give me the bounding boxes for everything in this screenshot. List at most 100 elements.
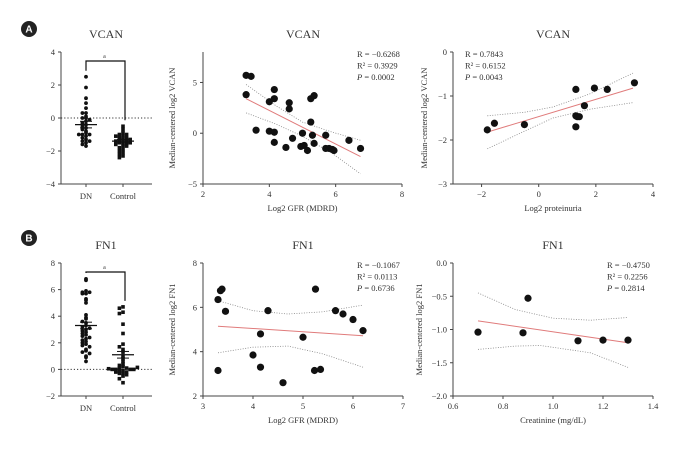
data-point: [308, 131, 317, 139]
data-point-square: [114, 134, 118, 138]
data-point: [80, 135, 85, 140]
data-point: [84, 291, 88, 296]
data-point-square: [117, 376, 122, 381]
data-point: [84, 301, 88, 305]
category-label: Control: [110, 191, 137, 201]
chart-3: FN1 −2 0 2 4 6 8 DN Control a: [46, 238, 152, 413]
data-point-square: [132, 367, 136, 372]
y-tick-label: −2.0: [432, 391, 447, 401]
data-point: [339, 310, 347, 318]
regression-line: [217, 325, 364, 337]
data-point: [84, 111, 88, 115]
data-point: [279, 379, 287, 387]
data-point: [84, 316, 88, 321]
y-axis-label: Median-centered log2 VCAN: [419, 68, 429, 169]
y-axis-label: Median-centered log2 VCAN: [167, 68, 177, 169]
x-tick-label: 8: [400, 189, 404, 199]
data-point: [221, 307, 230, 315]
panel-label-a-text: A: [25, 25, 32, 36]
data-point: [288, 134, 297, 142]
data-point: [80, 121, 85, 125]
data-point-square: [121, 342, 125, 346]
data-point-square: [124, 372, 129, 377]
data-point: [270, 128, 278, 136]
x-tick-label: 1.4: [648, 401, 659, 411]
data-point: [247, 72, 255, 80]
stat-r: R = 0.7843: [465, 49, 503, 59]
data-point: [87, 117, 92, 122]
significance-bracket: [85, 60, 126, 121]
y-tick-label: 5: [193, 77, 197, 87]
y-tick-label: −4: [46, 179, 56, 189]
y-axis-label: Median-centered log2 FN1: [167, 283, 177, 375]
data-point-square: [121, 347, 125, 352]
data-point-square: [124, 144, 129, 148]
data-point: [84, 339, 88, 344]
data-point: [270, 138, 278, 146]
data-point: [572, 85, 580, 93]
data-point-square: [117, 344, 122, 349]
data-point: [299, 333, 307, 341]
y-tick-label: −1: [438, 91, 447, 101]
data-point-square: [121, 374, 125, 378]
data-point-square: [106, 366, 111, 371]
data-point: [84, 289, 88, 293]
data-point: [331, 307, 340, 315]
data-point-square: [135, 365, 140, 370]
data-point: [590, 84, 599, 92]
data-point: [264, 307, 272, 315]
data-point: [80, 291, 85, 296]
data-point: [84, 359, 88, 364]
data-point: [80, 127, 85, 132]
data-point: [298, 129, 307, 137]
data-point: [624, 336, 632, 344]
y-tick-label: 4: [51, 47, 56, 57]
data-point: [242, 91, 250, 99]
chart-title: VCAN: [89, 27, 123, 41]
data-point: [80, 338, 85, 343]
y-tick-label: 2: [193, 391, 197, 401]
ci-upper-band: [477, 292, 629, 321]
ci-lower-band: [217, 345, 364, 368]
data-point-square: [121, 305, 125, 309]
stat-r: R = −0.4750: [607, 260, 650, 270]
data-point: [87, 326, 92, 331]
data-point-square: [117, 155, 122, 160]
significance-bracket: [85, 271, 126, 301]
data-point: [474, 328, 482, 336]
x-tick-label: −2: [477, 189, 486, 199]
x-tick-label: 4: [651, 189, 656, 199]
data-point: [80, 111, 85, 115]
data-point: [84, 312, 88, 317]
y-tick-label: 4: [193, 347, 198, 357]
stat-r: R = −0.6268: [357, 49, 400, 59]
data-point: [87, 290, 92, 295]
data-point: [524, 294, 532, 302]
stat-p: P = 0.0002: [356, 72, 395, 82]
data-point: [282, 143, 290, 152]
significance-label: a: [103, 54, 106, 60]
data-point: [80, 116, 85, 120]
y-tick-label: 0: [51, 364, 55, 374]
data-point: [256, 363, 265, 371]
data-point-square: [124, 132, 129, 137]
x-axis-label: Log2 proteinuria: [524, 203, 582, 213]
data-point-square: [117, 132, 122, 137]
data-point: [80, 139, 85, 144]
significance-label: a: [103, 265, 106, 271]
data-point-square: [117, 306, 122, 311]
data-point: [84, 106, 88, 110]
data-point-square: [114, 370, 118, 374]
stat-r2: R² = 0.2256: [607, 272, 648, 282]
data-point-square: [121, 380, 125, 385]
data-point: [84, 355, 88, 360]
y-tick-label: −5: [188, 179, 197, 189]
panel-label-a-badge: [21, 21, 37, 37]
chart-title: VCAN: [536, 27, 570, 41]
y-tick-label: −3: [438, 179, 447, 189]
y-tick-label: −1.5: [432, 358, 447, 368]
data-point-square: [121, 310, 125, 315]
data-point: [84, 74, 88, 79]
y-tick-label: 6: [193, 302, 197, 312]
data-point-square: [117, 311, 122, 316]
